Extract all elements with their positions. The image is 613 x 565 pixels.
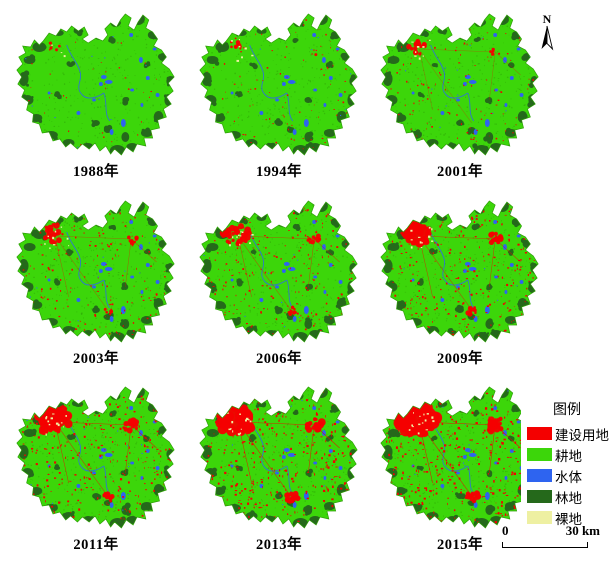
- map-year-label-2001: 2001年: [437, 164, 483, 180]
- scale-bar-bracket: [502, 542, 588, 548]
- map-cell-2003: 2003年: [6, 192, 186, 368]
- map-year-label-2015: 2015年: [437, 537, 483, 553]
- scale-bar-end-label: 30 km: [565, 523, 600, 538]
- landuse-map-2011: [10, 378, 182, 530]
- landuse-map-2009: [374, 192, 546, 344]
- bare-land-swatch: [527, 511, 552, 524]
- water-swatch: [527, 469, 552, 482]
- map-cell-2001: 2001年: [370, 5, 550, 181]
- scale-bar-start-label: 0: [502, 523, 509, 538]
- map-year-label-2013: 2013年: [256, 537, 302, 553]
- map-year-label-1994: 1994年: [256, 164, 302, 180]
- map-cell-2015: 2015年: [370, 378, 550, 554]
- legend-item-water: 水体: [521, 465, 613, 486]
- map-cell-2006: 2006年: [189, 192, 369, 368]
- bare-land-label: 裸地: [555, 511, 582, 527]
- landuse-map-2003: [10, 192, 182, 344]
- landuse-map-1988: [10, 5, 182, 157]
- landuse-map-2015: [374, 378, 546, 530]
- built-land-label: 建设用地: [555, 427, 609, 443]
- map-year-label-2009: 2009年: [437, 351, 483, 367]
- map-year-label-2011: 2011年: [73, 537, 119, 553]
- landuse-map-2001: [374, 5, 546, 157]
- legend-item-cropland: 耕地: [521, 444, 613, 465]
- landuse-map-1994: [193, 5, 365, 157]
- forest-label: 林地: [555, 490, 582, 506]
- legend-item-bare: 裸地: [521, 507, 613, 528]
- north-arrow-label: N: [542, 12, 552, 26]
- forest-swatch: [527, 490, 552, 503]
- landuse-map-2013: [193, 378, 365, 530]
- legend-item-forest: 林地: [521, 486, 613, 507]
- legend: 图例 建设用地 耕地 水体 林地 裸地: [521, 398, 613, 530]
- legend-item-built: 建设用地: [521, 423, 613, 444]
- map-year-label-2006: 2006年: [256, 351, 302, 367]
- landuse-map-2006: [193, 192, 365, 344]
- north-arrow: N: [534, 12, 560, 56]
- cropland-swatch: [527, 448, 552, 461]
- map-cell-2009: 2009年: [370, 192, 550, 368]
- map-year-label-1988: 1988年: [73, 164, 119, 180]
- map-cell-2013: 2013年: [189, 378, 369, 554]
- map-cell-1994: 1994年: [189, 5, 369, 181]
- map-cell-1988: 1988年: [6, 5, 186, 181]
- map-year-label-2003: 2003年: [73, 351, 119, 367]
- built-land-swatch: [527, 427, 552, 440]
- water-label: 水体: [555, 469, 582, 485]
- scale-bar: 0 30 km: [496, 523, 606, 553]
- cropland-label: 耕地: [555, 448, 582, 464]
- legend-title: 图例: [553, 403, 581, 418]
- north-arrow-icon: [541, 25, 554, 51]
- map-cell-2011: 2011年: [6, 378, 186, 554]
